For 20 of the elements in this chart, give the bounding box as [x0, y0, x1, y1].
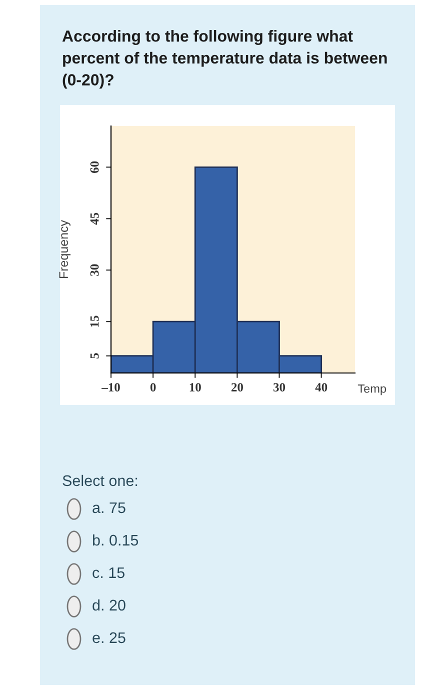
y-axis-title: Frequency — [59, 220, 70, 278]
x-axis-title: Temp — [358, 384, 386, 396]
text: a. 75 — [92, 502, 126, 514]
x-tick-label: –10 — [102, 383, 120, 392]
chart-title: According to the following figure what percent of the temperature data is between (0-20)? — [62, 30, 387, 89]
x-tick-label: 20 — [231, 383, 243, 392]
x-tick-label: 10 — [190, 383, 201, 392]
x-tick-label: 0 — [150, 383, 156, 392]
text: e. 25 — [92, 632, 126, 644]
y-tick-label: 15 — [90, 316, 99, 327]
x-tick-label: 30 — [273, 383, 286, 392]
text: c. 15 — [92, 567, 124, 578]
text: b. 0.15 — [92, 534, 138, 546]
x-tick-label: 40 — [315, 383, 328, 392]
y-tick-label: 30 — [90, 264, 99, 276]
y-tick-label: 5 — [90, 353, 99, 358]
y-tick-label: 45 — [90, 212, 99, 225]
text: d. 20 — [92, 599, 126, 611]
y-tick-label: 60 — [90, 161, 99, 173]
text: Select one: — [62, 474, 138, 486]
